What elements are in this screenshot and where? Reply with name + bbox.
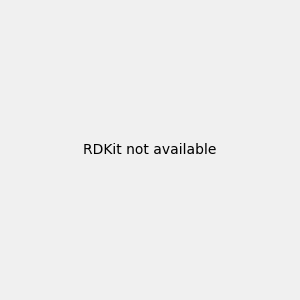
Text: RDKit not available: RDKit not available — [83, 143, 217, 157]
